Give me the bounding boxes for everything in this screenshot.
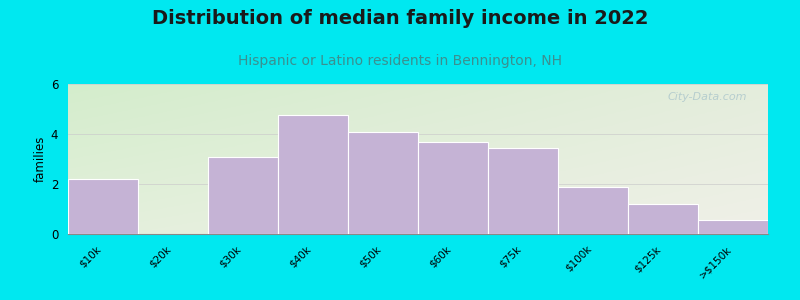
- Bar: [208, 157, 278, 234]
- Bar: [348, 131, 418, 234]
- Bar: [68, 179, 138, 234]
- Bar: [418, 142, 488, 234]
- Bar: [628, 204, 698, 234]
- Y-axis label: families: families: [34, 136, 46, 182]
- Text: City-Data.com: City-Data.com: [667, 92, 747, 101]
- Bar: [558, 187, 628, 234]
- Text: Distribution of median family income in 2022: Distribution of median family income in …: [152, 9, 648, 28]
- Bar: [698, 220, 768, 234]
- Bar: [488, 148, 558, 234]
- Text: Hispanic or Latino residents in Bennington, NH: Hispanic or Latino residents in Benningt…: [238, 54, 562, 68]
- Bar: [278, 115, 348, 234]
